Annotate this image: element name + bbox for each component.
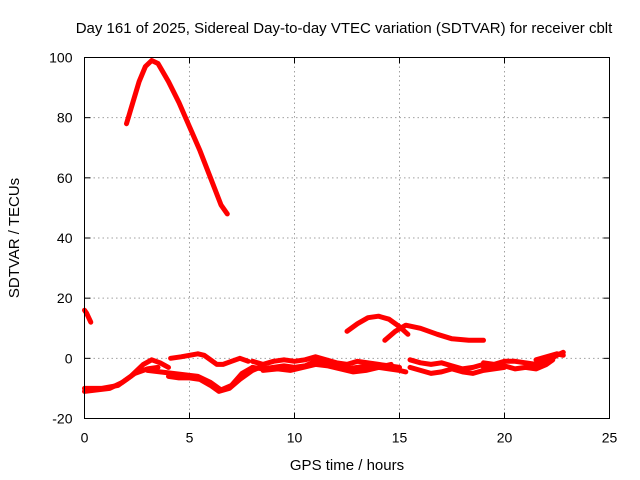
x-tick-label: 15: [392, 430, 408, 446]
series-line-short-bump: [168, 351, 251, 367]
x-tick-label: 20: [497, 430, 513, 446]
chart-title: Day 161 of 2025, Sidereal Day-to-day VTE…: [76, 20, 613, 37]
series-line-band-h: [533, 351, 566, 363]
y-tick-label: 80: [57, 110, 73, 126]
series-line-band-c: [260, 361, 394, 375]
y-tick-label: 40: [57, 230, 73, 246]
x-tick-label: 10: [287, 430, 303, 446]
series-line-fork-up: [82, 357, 171, 391]
y-tick-label: 20: [57, 290, 73, 306]
series-layer: [82, 58, 566, 394]
series-line-band-d: [407, 357, 486, 372]
y-tick-label: 100: [49, 50, 73, 66]
series-line-dip-2: [166, 363, 266, 394]
series-line-high-arc: [124, 58, 230, 217]
series-line-band-g: [481, 357, 556, 372]
series-line-mid-hump-2: [382, 322, 486, 343]
series-line-band-e: [407, 364, 507, 376]
grid-layer: [84, 57, 610, 419]
x-tick-label: 0: [81, 430, 89, 446]
y-tick-label: 60: [57, 170, 73, 186]
series-line-start-drop: [82, 307, 94, 325]
tick-layer: 0 5 10 15 20 25 -20 0 20 40 60 80 100: [49, 50, 617, 446]
x-tick-label: 5: [186, 430, 194, 446]
y-tick-label: 0: [65, 350, 73, 366]
x-axis-label: GPS time / hours: [290, 457, 404, 474]
x-tick-label: 25: [602, 430, 618, 446]
y-axis-label: SDTVAR / TECUs: [6, 178, 23, 298]
series-line-band-a: [250, 354, 402, 370]
y-tick-label: -20: [52, 411, 72, 427]
